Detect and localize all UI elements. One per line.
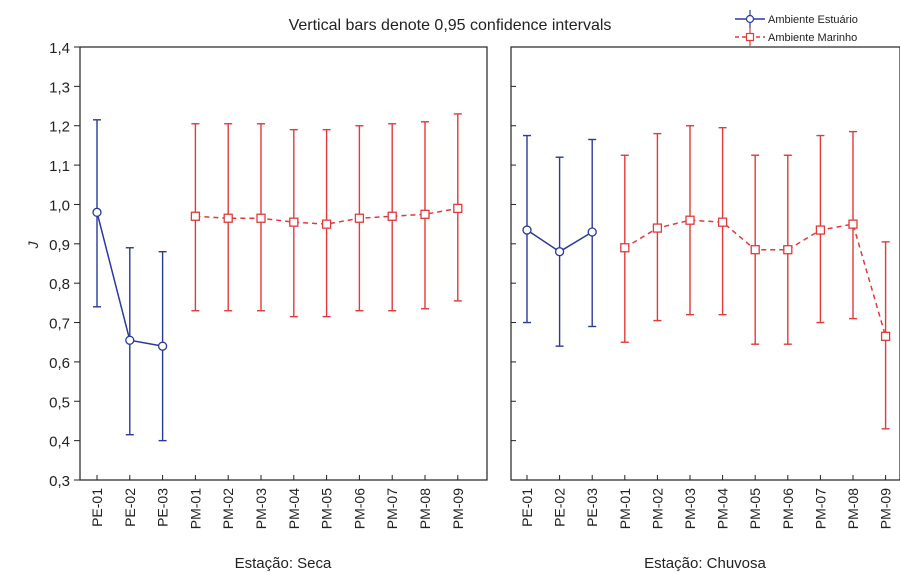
data-point: [848, 219, 858, 229]
x-tick-label: PM-01: [617, 488, 633, 529]
y-tick-label: 0,4: [49, 434, 70, 451]
panel-right-xlabel: Estação: Chuvosa: [644, 555, 766, 572]
legend-label-estuario: Ambiente Estuário: [768, 14, 858, 26]
y-tick-label: 1,2: [49, 119, 70, 136]
data-point: [554, 247, 565, 257]
data-point: [587, 227, 597, 237]
plot-area: PE-01 PE-02 PE-03 PM-01 PM-02 PM-03 PM-04 PM-05…: [89, 113, 894, 529]
data-point: [620, 243, 630, 253]
x-tick-label: PM-04: [286, 488, 302, 529]
data-point: [750, 245, 760, 255]
panel-left-frame: [79, 46, 488, 481]
x-tick-label: PM-06: [780, 488, 796, 529]
data-point: [783, 245, 793, 255]
y-tick-label: 0,8: [49, 276, 70, 293]
legend: Ambiente Estuário Ambiente Marinho: [735, 10, 858, 46]
data-point: [453, 203, 463, 214]
data-point: [125, 335, 135, 345]
x-tick-label: PE-02: [122, 488, 138, 527]
data-point: [880, 331, 891, 341]
x-tick-label: PM-03: [253, 488, 269, 529]
data-point: [685, 215, 695, 225]
x-tick-label: PE-03: [155, 488, 171, 527]
data-point: [223, 213, 233, 223]
y-tick-label: 1,1: [49, 158, 70, 175]
x-tick-label: PM-05: [319, 488, 335, 529]
data-point: [522, 225, 532, 235]
x-tick-label: PM-02: [649, 488, 665, 529]
x-tick-label: PM-03: [682, 488, 698, 529]
x-tick-label: PE-01: [89, 488, 105, 527]
data-point: [815, 225, 826, 235]
x-tick-label: PM-01: [187, 488, 203, 529]
chart-title: Vertical bars denote 0,95 confidence int…: [289, 17, 612, 34]
data-point: [256, 213, 266, 223]
x-tick-label: PM-07: [812, 488, 828, 529]
panel-left-xlabel: Estação: Seca: [235, 555, 332, 572]
y-tick-label: 0,5: [49, 394, 70, 411]
y-tick-label: 0,7: [49, 316, 70, 333]
data-point: [289, 217, 299, 227]
data-point: [420, 209, 430, 219]
x-tick-label: PM-04: [715, 488, 731, 529]
y-tick-label: 1,0: [49, 197, 70, 214]
panel-right-frame: [510, 46, 900, 481]
x-tick-label: PM-08: [417, 488, 433, 529]
data-point: [92, 207, 102, 217]
x-tick-label: PM-02: [220, 488, 236, 529]
data-point: [387, 211, 397, 221]
x-tick-label: PE-02: [552, 488, 568, 527]
y-tick-label: 0,3: [49, 473, 70, 490]
x-tick-label: PM-09: [878, 488, 894, 529]
y-tick-label: 0,6: [49, 355, 70, 372]
x-tick-label: PM-06: [351, 488, 367, 529]
legend-label-marinho: Ambiente Marinho: [768, 32, 857, 44]
x-tick-label: PM-05: [747, 488, 763, 529]
x-tick-label: PE-03: [584, 488, 600, 527]
data-point: [717, 217, 728, 227]
data-point: [652, 223, 663, 233]
x-tick-label: PM-07: [384, 488, 400, 529]
y-axis: 0,3 0,4 0,5 0,6 0,7 0,8 0,9 1,0 1,1 1,2 1,3 1,4: [49, 40, 516, 490]
data-point: [157, 341, 168, 351]
y-axis-label: J: [25, 241, 41, 250]
x-tick-label: PM-09: [450, 488, 466, 529]
series-line: [195, 207, 458, 225]
x-tick-label: PM-08: [845, 488, 861, 529]
y-tick-label: 1,4: [49, 40, 70, 57]
data-point: [354, 213, 365, 223]
x-tick-label: PE-01: [519, 488, 535, 527]
y-tick-label: 1,3: [49, 79, 70, 96]
y-tick-label: 0,9: [49, 237, 70, 254]
data-point: [321, 219, 332, 229]
data-point: [190, 211, 201, 221]
